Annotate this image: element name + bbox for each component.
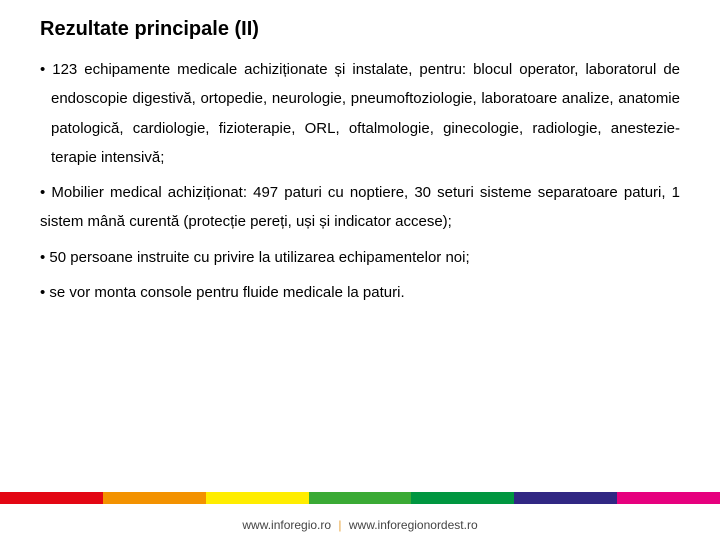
slide-title: Rezultate principale (II) (40, 18, 680, 41)
color-segment (617, 492, 720, 504)
bullet-item: 123 echipamente medicale achiziționate ș… (40, 55, 680, 172)
color-segment (206, 492, 309, 504)
footer: www.inforegio.ro | www.inforegionordest.… (0, 518, 720, 532)
color-segment (103, 492, 206, 504)
bullet-item: se vor monta console pentru fluide medic… (40, 278, 680, 307)
slide: Rezultate principale (II) 123 echipament… (0, 0, 720, 540)
footer-link-left: www.inforegio.ro (242, 518, 331, 532)
content-area: 123 echipamente medicale achiziționate ș… (40, 55, 680, 307)
color-segment (411, 492, 514, 504)
bullet-item: Mobilier medical achiziționat: 497 patur… (40, 178, 680, 237)
bullet-item: 50 persoane instruite cu privire la util… (40, 243, 680, 272)
color-segment (0, 492, 103, 504)
footer-link-right: www.inforegionordest.ro (349, 518, 478, 532)
color-segment (309, 492, 412, 504)
color-segment (514, 492, 617, 504)
footer-divider: | (338, 518, 341, 532)
color-bar (0, 492, 720, 504)
